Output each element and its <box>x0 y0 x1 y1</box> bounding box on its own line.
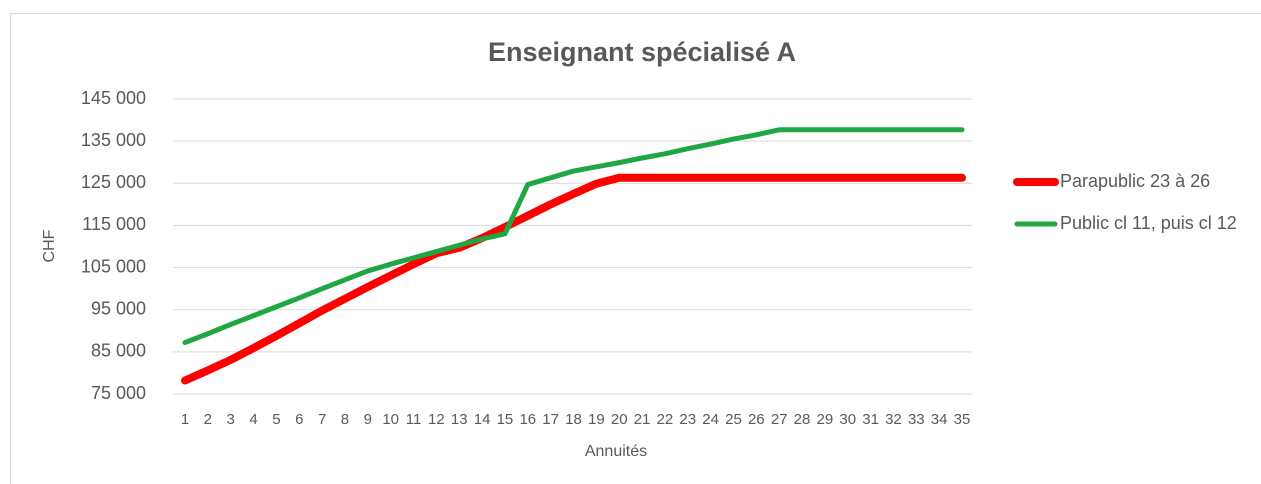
x-tick-label: 8 <box>341 411 349 428</box>
x-axis-label: Annuités <box>585 443 647 460</box>
x-tick-label: 32 <box>885 411 902 428</box>
x-tick-label: 22 <box>657 411 674 428</box>
series-line <box>181 173 966 385</box>
series-line <box>182 127 965 346</box>
x-tick-label: 23 <box>679 411 696 428</box>
x-tick-label: 34 <box>931 411 948 428</box>
x-tick-label: 13 <box>451 411 468 428</box>
x-tick-label: 25 <box>725 411 742 428</box>
x-tick-label: 27 <box>771 411 788 428</box>
y-axis-label: CHF <box>41 229 58 262</box>
y-tick-label: 145 000 <box>81 88 146 108</box>
x-tick-label: 17 <box>542 411 559 428</box>
x-tick-label: 18 <box>565 411 582 428</box>
x-tick-label: 9 <box>364 411 372 428</box>
x-tick-label: 6 <box>295 411 303 428</box>
x-tick-label: 20 <box>611 411 628 428</box>
x-tick-label: 21 <box>634 411 651 428</box>
x-tick-label: 1 <box>181 411 189 428</box>
y-tick-label: 75 000 <box>91 383 146 403</box>
x-tick-label: 2 <box>204 411 212 428</box>
x-tick-label: 3 <box>227 411 235 428</box>
y-tick-label: 105 000 <box>81 256 146 276</box>
x-tick-label: 7 <box>318 411 326 428</box>
x-tick-label: 14 <box>474 411 491 428</box>
x-tick-label: 24 <box>702 411 719 428</box>
x-tick-label: 35 <box>954 411 971 428</box>
x-tick-label: 4 <box>249 411 257 428</box>
y-tick-label: 85 000 <box>91 341 146 361</box>
y-tick-label: 115 000 <box>82 214 146 234</box>
x-tick-label: 5 <box>272 411 280 428</box>
y-tick-label: 95 000 <box>91 298 146 318</box>
x-tick-label: 19 <box>588 411 605 428</box>
chart-frame <box>10 13 1261 484</box>
x-tick-label: 30 <box>839 411 856 428</box>
x-tick-label: 15 <box>497 411 514 428</box>
x-tick-label: 31 <box>862 411 879 428</box>
x-tick-label: 16 <box>519 411 536 428</box>
x-tick-label: 11 <box>406 411 422 428</box>
y-tick-label: 135 000 <box>81 130 146 150</box>
y-tick-label: 125 000 <box>81 172 146 192</box>
x-tick-label: 26 <box>748 411 765 428</box>
x-tick-label: 33 <box>908 411 925 428</box>
x-tick-label: 12 <box>428 411 445 428</box>
legend-label: Parapublic 23 à 26 <box>1060 171 1210 191</box>
legend-label: Public cl 11, puis cl 12 <box>1060 213 1237 233</box>
x-tick-label: 29 <box>817 411 834 428</box>
x-tick-label: 10 <box>382 411 399 428</box>
chart-title: Enseignant spécialisé A <box>488 37 796 67</box>
x-tick-label: 28 <box>794 411 811 428</box>
